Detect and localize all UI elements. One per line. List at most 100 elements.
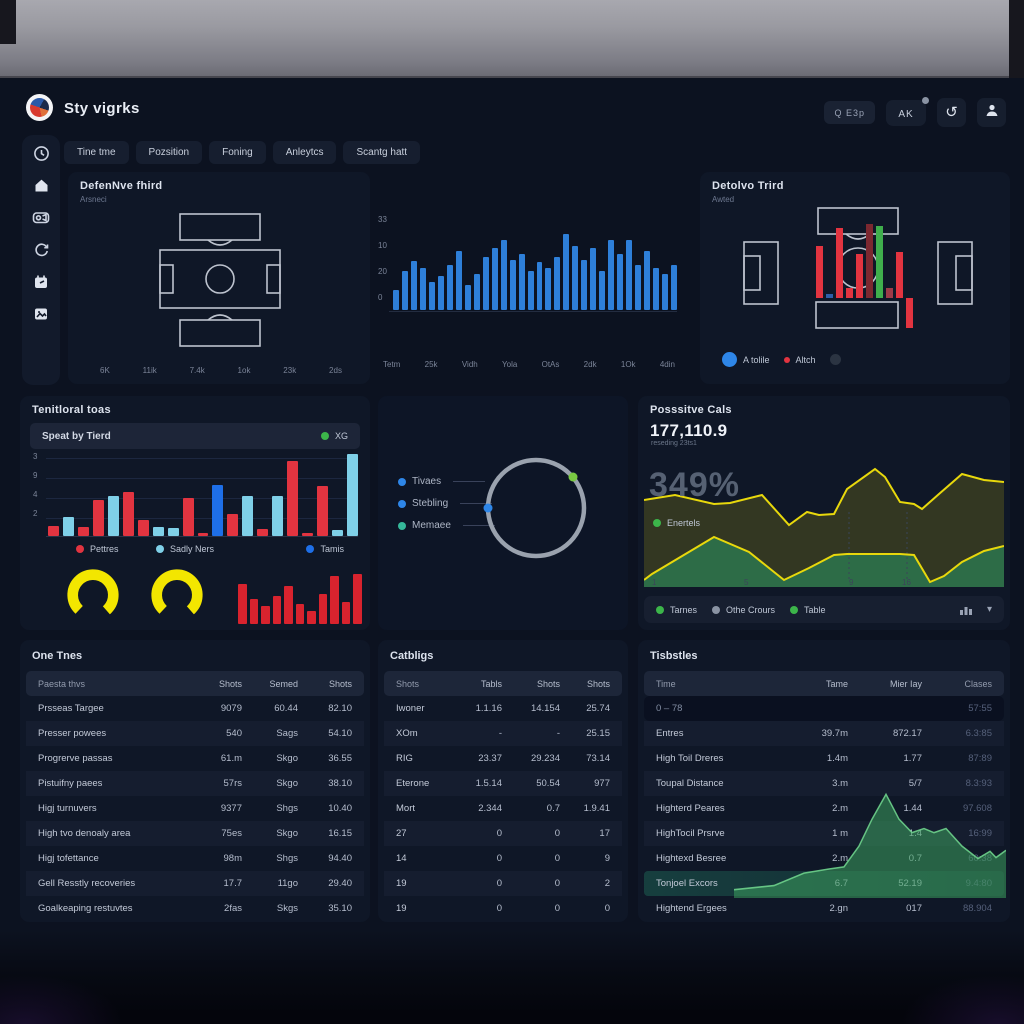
cell-value: 0 (496, 903, 502, 914)
cell-label: Hightexd Besree (656, 853, 727, 864)
column-header: Tame (825, 678, 848, 689)
cell-value: 16:99 (968, 828, 992, 839)
bar (500, 240, 507, 310)
table-row[interactable]: 0 – 78 57:55 (644, 696, 1004, 721)
cell-value: 2 (604, 878, 610, 889)
sidebar-item-clock[interactable] (31, 144, 51, 163)
cell-value: 0 (496, 853, 502, 864)
cell-value: Skgs (276, 903, 298, 914)
cell-label: Highterd Peares (656, 803, 725, 814)
legend-item[interactable] (829, 354, 847, 365)
app-logo (26, 94, 53, 121)
cell-label: High tvo denoaly area (38, 828, 131, 839)
xg-toggle[interactable]: XG (320, 431, 348, 441)
legend-item[interactable]: Memaee (398, 520, 495, 531)
bar (662, 274, 669, 310)
bar-chart (393, 232, 677, 310)
cell-label: Progrerve passas (38, 753, 113, 764)
cell-value: 10.40 (328, 803, 352, 814)
cell-value: Skgo (276, 828, 298, 839)
sidebar-item-calendar[interactable] (31, 272, 51, 291)
axis-tick-label: 9 (33, 471, 38, 480)
bar (635, 265, 642, 310)
user-button[interactable] (977, 98, 1006, 127)
legend-item[interactable]: Altch (783, 355, 816, 365)
cell-value: 2fas (224, 903, 242, 914)
profile-button[interactable]: AK (886, 96, 929, 126)
panel-detolvo-third: Detolvo Trird Awted A tolile Altch (700, 172, 1010, 384)
chevron-down-icon[interactable]: ▾ (986, 604, 992, 615)
mini-bar-chart (238, 568, 363, 624)
tab-pozsition[interactable]: Pozsition (135, 141, 203, 164)
table-row: Hightexd Besree 2.m 0.7 60:38 (644, 846, 1004, 871)
legend: A tolile Altch (722, 352, 847, 367)
legend-item[interactable]: A tolile (722, 352, 770, 367)
cell-value: 60.44 (274, 703, 298, 714)
column-header: Shots (536, 678, 560, 689)
cell-value: 540 (226, 728, 242, 739)
chart-type-icon[interactable] (959, 605, 972, 615)
x-axis: Tetm 25k Vidh Yola OtAs 2dk 1Ok 4din (383, 360, 675, 369)
kpi-subtitle: reseding 23ts1 (651, 440, 697, 447)
cell-label: Mort (396, 803, 415, 814)
cell-value: 9079 (220, 703, 242, 714)
gridline (46, 458, 358, 459)
axis-tick-label: Tetm (383, 360, 401, 369)
tab-foning[interactable]: Foning (209, 141, 266, 164)
xg-dot-icon (320, 432, 329, 440)
legend-item[interactable]: Enertels (653, 518, 700, 528)
sidebar-item-home[interactable] (31, 176, 51, 195)
legend-item[interactable]: Tamis (306, 544, 344, 554)
panel-title: DefenNve fhird (80, 180, 163, 192)
bar (332, 530, 344, 536)
bar (554, 257, 561, 310)
pitch-bar (906, 298, 913, 328)
table-row: 19 0 0 2 (384, 871, 622, 896)
legend-dot-icon (783, 356, 790, 363)
footer-legend: Tarnes Othe Crours Table (656, 605, 826, 615)
column-header: Semed (269, 678, 298, 689)
cell-value: 98m (223, 853, 242, 864)
app-title: Sty vigrks (64, 100, 140, 117)
sidebar-item-image[interactable] (31, 304, 51, 323)
axis-tick-label: 20 (378, 267, 387, 276)
axis-tick-label: 2ds (329, 366, 342, 375)
legend-dot-icon (712, 605, 721, 614)
tab-scantg-hatt[interactable]: Scantg hatt (343, 141, 421, 164)
bar (393, 290, 399, 310)
table-row: XOm - - 25.15 (384, 721, 622, 746)
legend-item[interactable]: Stebling (398, 498, 495, 509)
cell-label: 14 (396, 853, 407, 864)
pitch-bar (886, 288, 893, 298)
refresh-button[interactable]: ↺ (937, 98, 966, 127)
table-row: Prsseas Targee 9079 60.44 82.10 (26, 696, 364, 721)
table-one-tnes: One Tnes Paesta thvs Shots Semed Shots Prssea… (20, 640, 370, 922)
legend-item[interactable]: Table (790, 605, 826, 615)
legend-item[interactable]: Pettres (76, 544, 119, 554)
legend-item[interactable]: Tivaes (398, 476, 495, 487)
cell-label: XOm (396, 728, 418, 739)
sidebar-item-video[interactable] (31, 208, 51, 227)
pitch-diagram (743, 207, 973, 329)
cell-value: 0 (554, 828, 560, 839)
legend-item[interactable]: Othe Crours (712, 605, 775, 615)
cell-value: 5/7 (908, 778, 922, 789)
pitch-bar (856, 254, 863, 298)
cell-value: 25.15 (586, 728, 610, 739)
bar (249, 599, 259, 624)
sidebar-item-sync[interactable] (31, 240, 51, 259)
legend-item[interactable]: Tarnes (656, 605, 697, 615)
olive-area-fill (644, 469, 1004, 582)
y-axis: 3 9 4 2 (33, 452, 37, 518)
table-row: 27 0 0 17 (384, 821, 622, 846)
search-shortcut-button[interactable]: Q E3p (824, 101, 875, 124)
tab-tine-tme[interactable]: Tine tme (64, 141, 129, 164)
cell-value: - (556, 728, 560, 739)
cell-label: Iwoner (396, 703, 425, 714)
legend-item[interactable]: Sadly Ners (156, 544, 214, 554)
axis-baseline (389, 311, 677, 312)
column-header: Shots (396, 678, 420, 689)
table-row: Entres 39.7m 872.17 6.3:85 (644, 721, 1004, 746)
tab-anleytcs[interactable]: Anleytcs (272, 141, 337, 164)
